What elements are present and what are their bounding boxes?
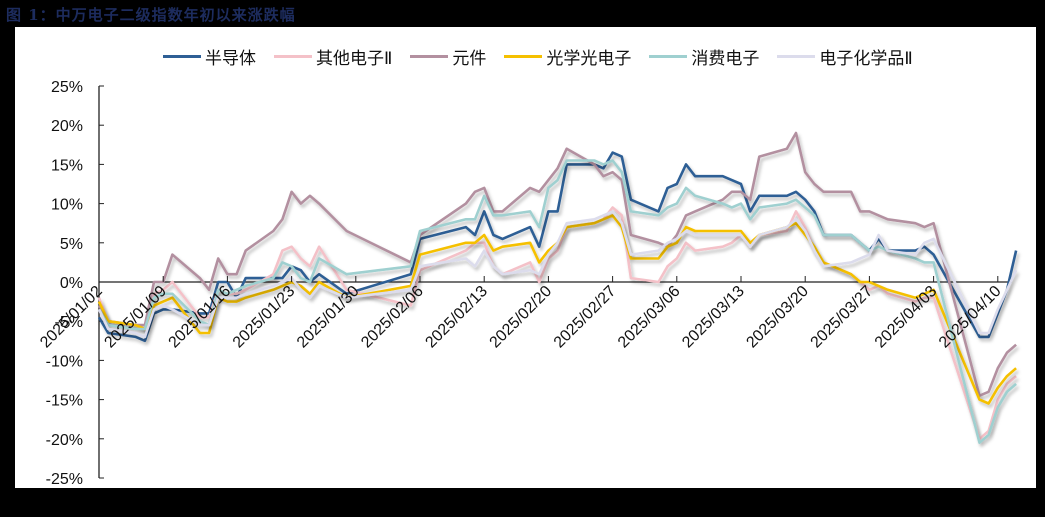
legend-label: 半导体 (205, 49, 256, 68)
y-tick-label: 20% (51, 118, 83, 135)
legend: 半导体 其他电子Ⅱ 元件 光学光电子 消费电子 电子化学品Ⅱ (163, 44, 931, 69)
legend-swatch-icon (163, 55, 201, 58)
y-tick-label: -15% (46, 393, 83, 410)
y-tick-label: -5% (55, 314, 83, 331)
x-tick-label: 2025/01/09 (101, 283, 170, 352)
x-tick-label: 2025/03/06 (615, 283, 684, 352)
legend-label: 其他电子Ⅱ (316, 49, 393, 68)
y-tick-label: 10% (51, 197, 83, 214)
y-tick-label: -25% (46, 471, 83, 488)
x-tick-label: 2025/03/27 (808, 283, 877, 352)
series-line (97, 214, 1017, 405)
legend-label: 光学光电子 (546, 49, 632, 68)
legend-item: 消费电子 (649, 44, 759, 69)
x-tick-label: 2025/02/13 (422, 283, 491, 352)
y-tick-label: -10% (46, 353, 83, 370)
y-tick-label: 15% (51, 157, 83, 174)
legend-swatch-icon (777, 55, 816, 58)
x-tick-label: 2025/03/13 (679, 283, 748, 352)
legend-swatch-icon (274, 55, 312, 58)
y-tick-label: -20% (46, 432, 83, 449)
series-line (97, 159, 1017, 445)
x-tick-label: 2025/03/20 (743, 283, 812, 352)
legend-item: 电子化学品Ⅱ (777, 44, 913, 69)
x-tick-label: 2025/01/16 (166, 283, 235, 352)
chart-title: 图 1：中万电子二级指数年初以来涨跌幅 (6, 6, 296, 24)
legend-label: 消费电子 (691, 49, 760, 68)
legend-label: 元件 (452, 49, 487, 68)
legend-item: 其他电子Ⅱ (274, 44, 392, 69)
x-tick-label: 2025/01/02 (37, 283, 106, 352)
legend-swatch-icon (504, 55, 543, 58)
legend-swatch-icon (649, 55, 688, 58)
x-tick-label: 2025/04/03 (872, 283, 941, 352)
x-tick-label: 2025/02/20 (487, 283, 556, 352)
y-tick-label: 5% (60, 236, 83, 253)
legend-item: 半导体 (163, 44, 256, 69)
y-tick-label: 25% (51, 79, 83, 96)
legend-swatch-icon (410, 55, 449, 58)
x-tick-label: 2025/02/27 (551, 283, 620, 352)
series-line (97, 131, 1017, 398)
legend-item: 光学光电子 (504, 44, 631, 69)
series-line (97, 210, 1018, 339)
y-tick-label: 0% (60, 275, 83, 292)
legend-item: 元件 (410, 44, 486, 69)
legend-label: 电子化学品Ⅱ (819, 49, 913, 68)
